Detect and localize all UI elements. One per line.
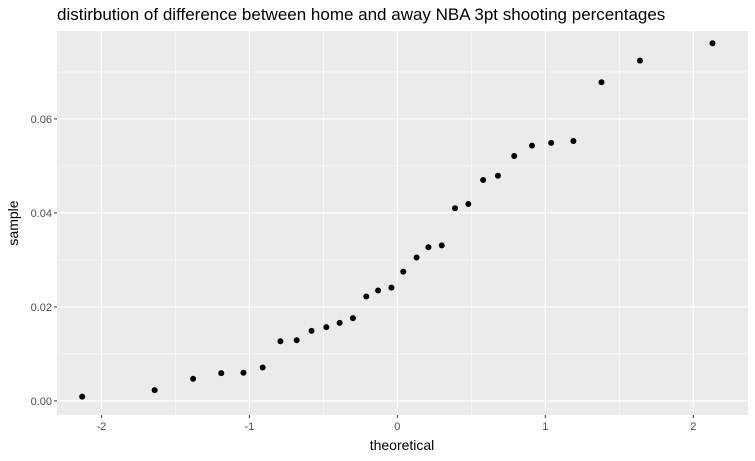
data-points bbox=[79, 40, 716, 400]
data-point bbox=[480, 176, 487, 183]
data-point bbox=[363, 293, 370, 300]
data-point bbox=[528, 142, 535, 149]
data-point bbox=[218, 370, 225, 377]
data-point bbox=[570, 137, 577, 144]
major-gridlines bbox=[57, 31, 748, 415]
data-point bbox=[388, 284, 395, 291]
data-point bbox=[548, 139, 555, 146]
data-point bbox=[277, 338, 284, 345]
data-point bbox=[425, 244, 432, 251]
data-point bbox=[240, 369, 247, 376]
x-tick-label: 1 bbox=[542, 421, 548, 433]
data-point bbox=[308, 327, 315, 334]
x-axis: -2 -1 0 1 2 bbox=[96, 415, 696, 433]
minor-gridlines bbox=[57, 31, 748, 415]
y-tick-label: 0.06 bbox=[31, 114, 52, 126]
chart-title: distirbution of difference between home … bbox=[57, 5, 665, 24]
data-point bbox=[349, 315, 356, 322]
x-tick-label: 0 bbox=[394, 421, 400, 433]
y-tick-label: 0.04 bbox=[31, 208, 52, 220]
data-point bbox=[636, 57, 643, 64]
data-point bbox=[598, 79, 605, 86]
y-axis-label: sample bbox=[5, 200, 21, 245]
data-point bbox=[465, 200, 472, 207]
data-point bbox=[79, 393, 86, 400]
data-point bbox=[259, 364, 266, 371]
data-point bbox=[293, 337, 300, 344]
data-point bbox=[323, 324, 330, 331]
plot-panel bbox=[57, 31, 748, 415]
x-tick-label: -1 bbox=[244, 421, 254, 433]
data-point bbox=[413, 254, 420, 261]
y-axis: 0.00 0.02 0.04 0.06 bbox=[31, 114, 57, 408]
data-point bbox=[438, 242, 445, 249]
data-point bbox=[375, 287, 382, 294]
data-point bbox=[452, 205, 459, 212]
data-point bbox=[709, 40, 716, 47]
x-axis-label: theoretical bbox=[370, 437, 435, 453]
data-point bbox=[336, 319, 343, 326]
data-point bbox=[494, 172, 501, 179]
data-point bbox=[190, 375, 197, 382]
y-tick-label: 0.00 bbox=[31, 396, 52, 408]
data-point bbox=[151, 387, 158, 394]
x-tick-label: 2 bbox=[690, 421, 696, 433]
data-point bbox=[400, 268, 407, 275]
data-point bbox=[511, 153, 518, 160]
x-tick-label: -2 bbox=[96, 421, 106, 433]
y-tick-label: 0.02 bbox=[31, 302, 52, 314]
